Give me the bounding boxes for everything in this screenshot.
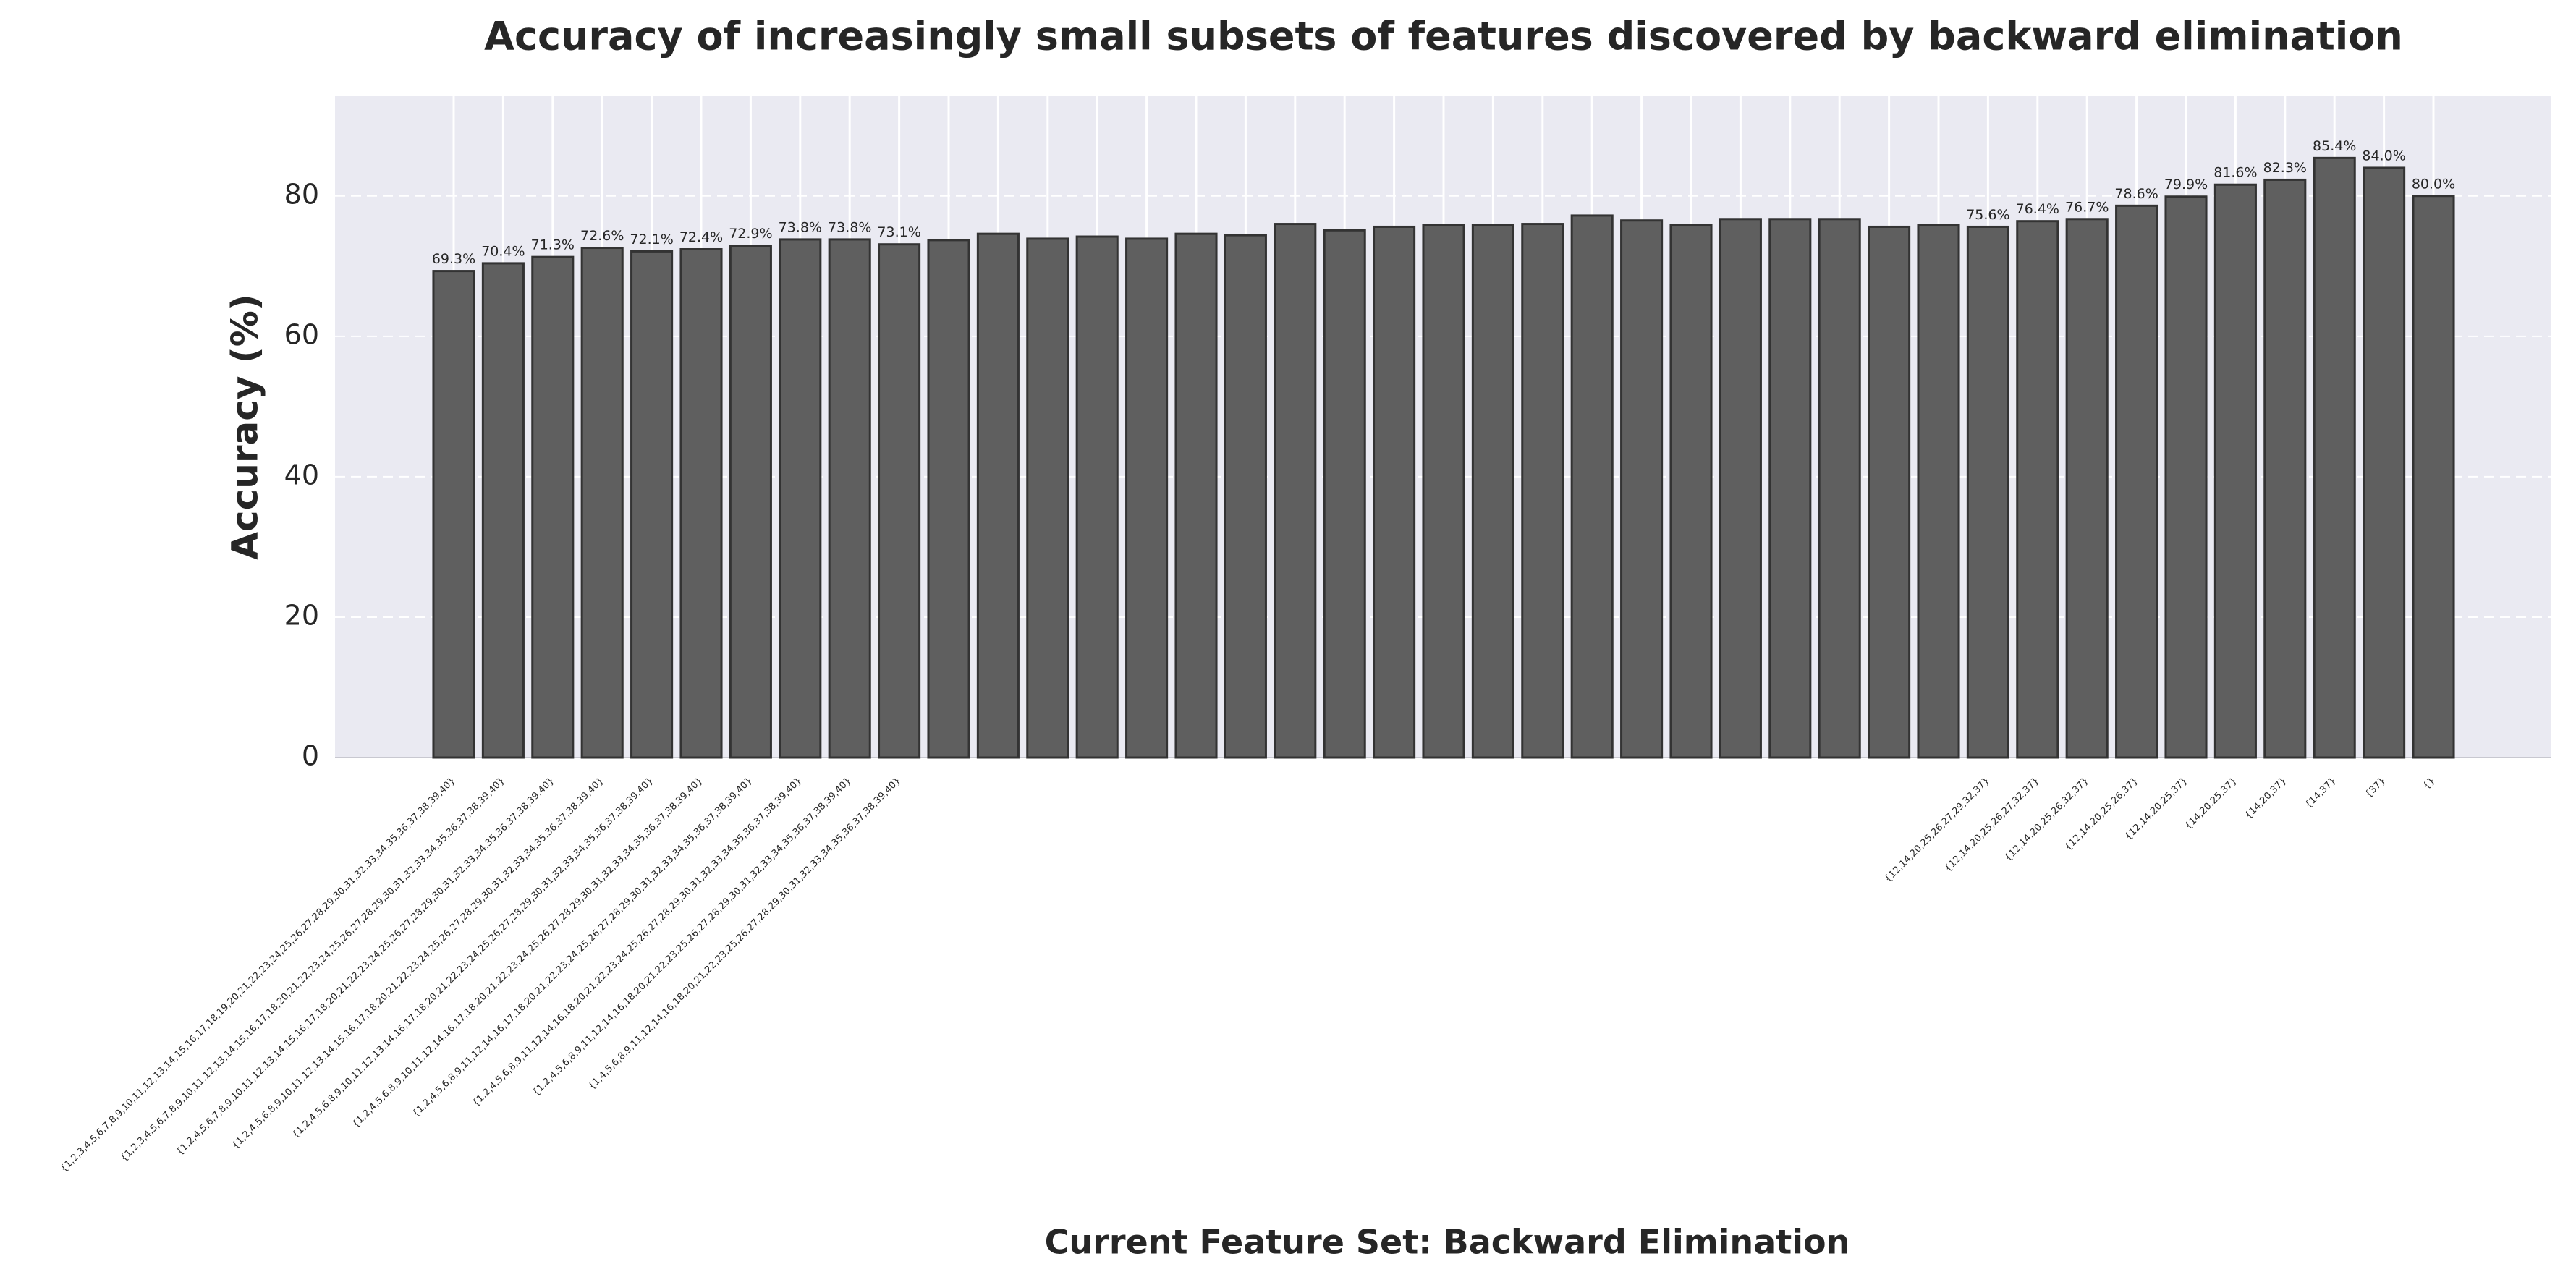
y-axis-label: Accuracy (%) (224, 294, 266, 559)
bar (2363, 166, 2406, 759)
bar (1174, 232, 1218, 759)
value-label: 81.6% (2213, 165, 2257, 181)
bar (1570, 214, 1614, 759)
bar (927, 239, 970, 759)
bar (2115, 204, 2158, 759)
bar (2263, 178, 2307, 759)
x-tick-label: {1,2,4,5,6,8,9,11,12,14,16,18,20,21,22,2… (530, 776, 853, 1098)
value-label: 72.4% (679, 229, 723, 245)
bar (976, 232, 1020, 759)
y-tick-label: 80 (284, 178, 319, 210)
x-tick-label: {12,14,20,25,26,27,29,32,37} (1883, 776, 1992, 885)
bar (1966, 225, 2009, 759)
bar (531, 255, 575, 759)
bar (432, 270, 475, 759)
x-tick-label: {37} (2363, 776, 2388, 800)
value-label: 76.4% (2016, 201, 2059, 217)
value-label: 70.4% (481, 243, 525, 259)
bar (1719, 218, 1762, 759)
value-label: 79.9% (2164, 177, 2208, 192)
bar (2164, 195, 2208, 759)
chart-title: Accuracy of increasingly small subsets o… (484, 14, 2403, 59)
value-label: 71.3% (531, 237, 575, 253)
value-label: 84.0% (2362, 148, 2405, 164)
value-label: 73.8% (779, 219, 822, 235)
bar (1521, 223, 1564, 759)
bar (828, 238, 871, 759)
bar (580, 247, 624, 759)
value-label: 85.4% (2313, 138, 2356, 154)
x-tick-label: {1,2,3,4,5,6,7,8,9,10,11,12,13,14,15,16,… (119, 776, 507, 1164)
bar (1868, 225, 1911, 759)
x-tick-label: {14,20,25,37} (2183, 776, 2240, 832)
x-axis-label: Current Feature Set: Backward Eliminatio… (1045, 1223, 1850, 1262)
x-tick-label: {} (2421, 776, 2437, 792)
x-tick-label: {1,2,4,5,6,8,9,10,11,12,13,14,16,17,18,2… (290, 776, 656, 1141)
x-tick-label: {1,2,4,5,6,7,8,9,10,11,12,13,14,15,16,17… (174, 776, 556, 1158)
bar (1274, 223, 1317, 759)
bar (1471, 224, 1514, 759)
bar (1669, 224, 1713, 759)
x-tick-label: {1,2,3,4,5,6,7,8,9,10,11,12,13,14,15,16,… (59, 776, 458, 1175)
bar (2016, 220, 2059, 759)
bar (2213, 183, 2257, 759)
x-tick-label: {14,37} (2303, 776, 2339, 811)
bar (2065, 218, 2109, 759)
bar (1620, 219, 1664, 759)
bar (1323, 229, 1366, 759)
value-label: 72.6% (580, 228, 624, 244)
value-label: 69.3% (432, 251, 475, 267)
x-tick-label: {12,14,20,25,26,32,37} (2003, 776, 2091, 864)
value-label: 80.0% (2412, 176, 2455, 192)
x-tick-label: {14,20,37} (2243, 776, 2289, 821)
bar (2412, 195, 2455, 759)
bar (1422, 224, 1465, 759)
value-label: 76.7% (2065, 199, 2109, 215)
value-label: 73.8% (828, 219, 871, 235)
bar (1224, 234, 1267, 759)
bar (1818, 218, 1861, 759)
value-label: 78.6% (2114, 186, 2158, 202)
bar (2313, 156, 2356, 759)
bar (878, 243, 921, 759)
value-label: 72.9% (729, 226, 772, 242)
bar (779, 238, 822, 759)
bar (630, 250, 674, 759)
value-label: 75.6% (1966, 207, 2009, 223)
bar (1125, 237, 1169, 759)
bar (1075, 235, 1119, 759)
x-tick-label: {1,4,5,6,8,9,11,12,14,16,18,20,21,22,23,… (586, 776, 902, 1092)
bar (1373, 225, 1416, 759)
value-label: 82.3% (2263, 160, 2307, 176)
bar (481, 262, 525, 759)
x-tick-label: {1,2,4,5,6,8,9,10,11,12,13,14,15,16,17,1… (230, 776, 606, 1151)
x-tick-label: {1,2,4,5,6,8,9,11,12,14,16,18,20,21,22,2… (470, 776, 804, 1109)
y-tick-label: 60 (284, 318, 319, 350)
y-tick-label: 0 (302, 740, 319, 772)
value-label: 73.1% (877, 224, 920, 240)
bar (1917, 224, 1960, 759)
bar (1768, 218, 1812, 759)
bar (1026, 237, 1069, 759)
x-tick-label: {12,14,20,25,26,27,32,37} (1943, 776, 2041, 874)
value-label: 72.1% (630, 232, 673, 247)
bar (679, 247, 723, 759)
bar (729, 245, 772, 759)
y-tick-label: 40 (284, 459, 319, 491)
y-tick-label: 20 (284, 599, 319, 631)
